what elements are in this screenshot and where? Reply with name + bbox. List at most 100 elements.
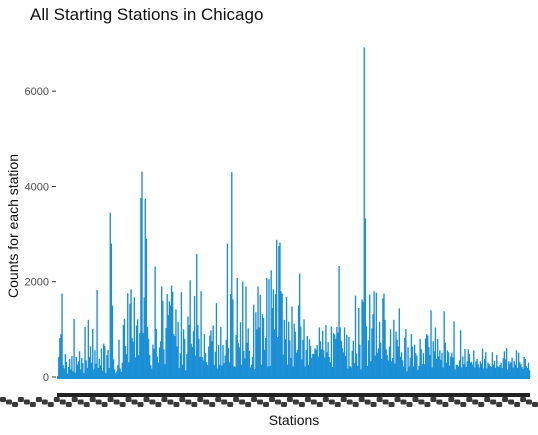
x-tick-label	[0, 397, 6, 402]
bar	[447, 352, 450, 377]
x-tick-label	[496, 402, 503, 407]
bar	[158, 347, 161, 377]
bar	[164, 364, 166, 377]
bar	[349, 366, 351, 377]
bar	[122, 325, 125, 377]
bar	[112, 359, 115, 377]
bar	[489, 366, 491, 377]
x-tick-label	[310, 399, 317, 405]
bar	[129, 303, 131, 377]
bar	[337, 332, 339, 377]
x-tick-label	[89, 397, 96, 402]
bar	[163, 349, 165, 377]
x-tick-label	[12, 402, 18, 407]
bar	[413, 344, 416, 377]
x-axis-line	[57, 376, 530, 379]
bar	[193, 296, 196, 377]
bar	[439, 350, 441, 377]
x-tick-label	[71, 397, 78, 402]
bar	[76, 364, 79, 377]
bar	[479, 361, 481, 377]
bar	[201, 356, 203, 377]
bar	[225, 339, 227, 377]
bar	[256, 329, 258, 377]
bar	[398, 308, 400, 377]
bar	[366, 366, 369, 377]
bar	[319, 341, 322, 377]
bar	[324, 357, 326, 377]
x-tick-label	[233, 397, 240, 402]
x-tick-label	[83, 402, 90, 407]
bar	[517, 352, 520, 377]
x-tick-label	[209, 402, 216, 407]
bar	[471, 364, 474, 377]
bar	[269, 366, 271, 377]
bar	[165, 327, 167, 377]
bar	[350, 367, 352, 377]
x-tick-label	[179, 397, 186, 402]
bar	[433, 351, 436, 377]
bar	[60, 334, 62, 378]
bar	[336, 326, 338, 377]
bar	[59, 337, 61, 377]
bar	[321, 330, 324, 377]
bar	[94, 350, 96, 377]
bar	[228, 362, 231, 377]
bar	[339, 327, 341, 377]
bar	[177, 321, 179, 377]
bar	[100, 348, 103, 377]
bar	[61, 293, 63, 377]
y-tick-label: 6000	[25, 86, 49, 98]
bar	[71, 356, 73, 377]
bar	[93, 369, 95, 377]
x-tick-label	[215, 397, 222, 402]
bar	[406, 371, 408, 377]
x-tick-label	[137, 402, 144, 407]
bar	[340, 340, 342, 377]
bar	[307, 365, 310, 377]
bar	[378, 321, 381, 377]
bar	[239, 322, 242, 377]
bar	[113, 369, 116, 377]
bar	[198, 338, 200, 377]
bar	[58, 356, 60, 377]
bar	[90, 362, 93, 377]
bar	[470, 361, 473, 377]
x-tick-label-band	[57, 393, 530, 397]
bar	[311, 357, 313, 377]
bar	[497, 366, 499, 377]
x-tick-label	[484, 397, 491, 402]
bar	[127, 293, 129, 377]
bar	[249, 367, 252, 377]
bar	[99, 365, 102, 377]
bar	[291, 306, 293, 377]
bar	[452, 357, 454, 377]
bar	[387, 360, 390, 377]
x-tick-label	[227, 402, 234, 407]
x-tick-label	[286, 397, 293, 402]
bar	[197, 325, 199, 377]
bar	[420, 349, 422, 377]
bar	[390, 361, 393, 377]
x-tick-label	[125, 397, 132, 402]
x-tick-label	[221, 399, 228, 405]
bar	[334, 334, 336, 377]
bar	[260, 364, 263, 377]
bar	[474, 367, 476, 377]
bar	[422, 353, 425, 377]
bar	[293, 323, 295, 377]
bar	[140, 197, 142, 377]
bar	[521, 367, 523, 377]
bar	[397, 346, 399, 377]
bar	[351, 350, 353, 377]
bar	[499, 365, 501, 377]
x-tick-label	[185, 399, 192, 405]
bar	[234, 367, 236, 377]
bar	[267, 366, 269, 377]
bar	[376, 352, 379, 377]
bar	[496, 355, 498, 377]
bar	[380, 342, 382, 377]
bar	[359, 344, 361, 377]
bar	[412, 366, 415, 377]
x-tick-label	[113, 399, 120, 405]
